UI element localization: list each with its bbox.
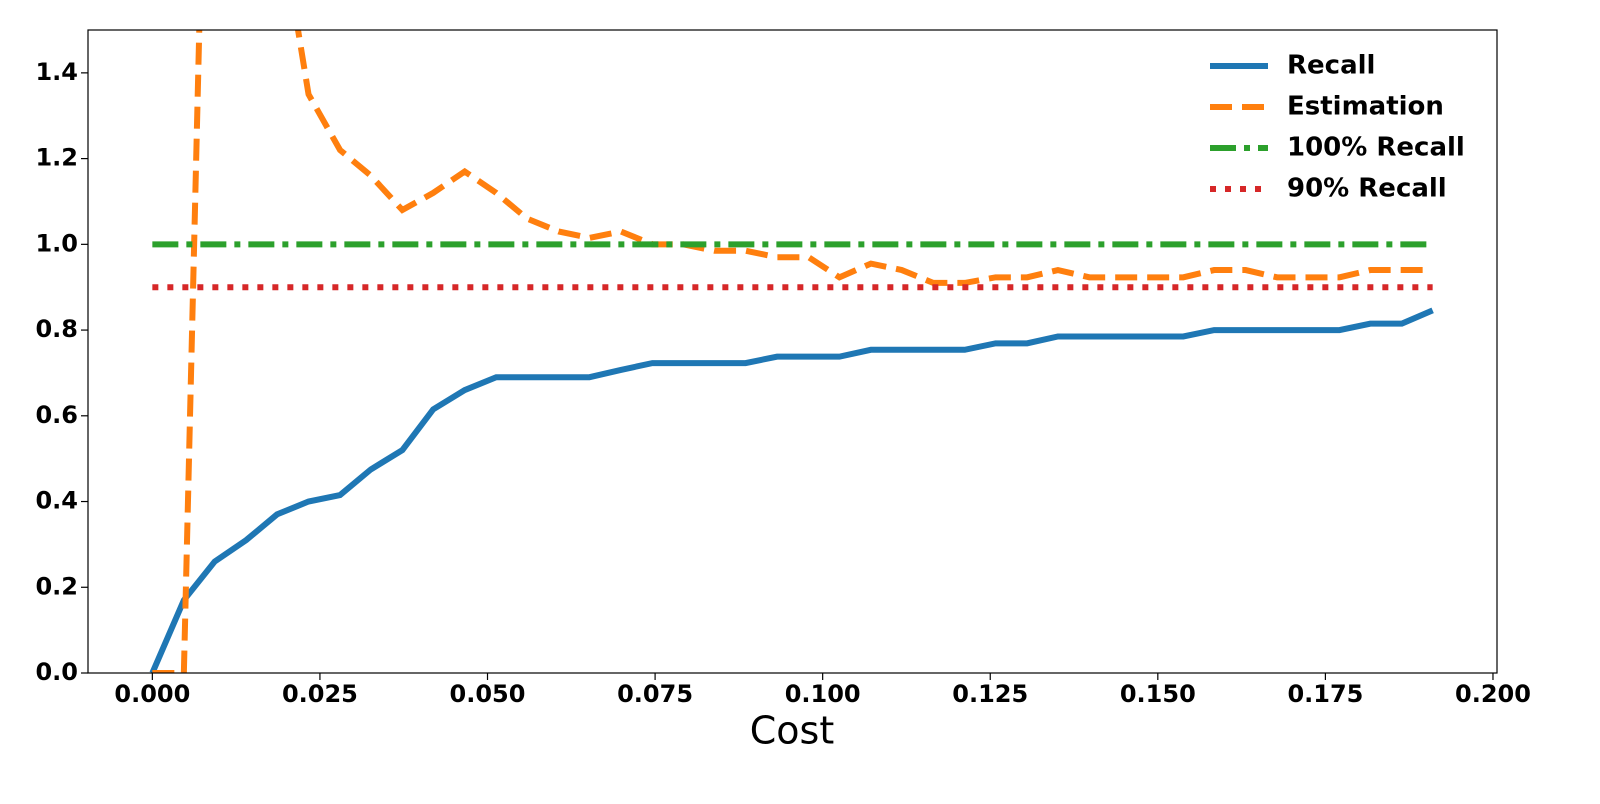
legend-label: Recall xyxy=(1287,51,1375,81)
y-tick-label: 0.6 xyxy=(35,401,78,429)
x-tick-label: 0.000 xyxy=(114,680,190,708)
x-tick-label: 0.100 xyxy=(785,680,861,708)
x-tick-label: 0.025 xyxy=(282,680,358,708)
y-tick-label: 0.0 xyxy=(35,658,78,686)
y-tick-label: 1.4 xyxy=(35,58,78,86)
series-line xyxy=(149,307,1434,673)
y-tick-label: 1.2 xyxy=(35,144,78,172)
y-tick-label: 0.4 xyxy=(35,487,78,515)
x-tick-label: 0.175 xyxy=(1287,680,1363,708)
axes-frame xyxy=(87,29,1498,674)
x-tick-label: 0.075 xyxy=(617,680,693,708)
x-axis-label: Cost xyxy=(750,709,834,753)
legend-label: 100% Recall xyxy=(1287,133,1465,163)
series-line xyxy=(152,30,1433,673)
legend-label: Estimation xyxy=(1287,92,1444,122)
x-tick-label: 0.200 xyxy=(1455,680,1531,708)
x-tick-label: 0.150 xyxy=(1120,680,1196,708)
y-tick-label: 0.8 xyxy=(35,315,78,343)
y-tick-label: 0.2 xyxy=(35,572,78,600)
y-tick-label: 1.0 xyxy=(35,229,78,257)
x-tick-label: 0.050 xyxy=(450,680,526,708)
plot-area xyxy=(149,30,1434,673)
legend-label: 90% Recall xyxy=(1287,174,1447,204)
x-tick-label: 0.125 xyxy=(952,680,1028,708)
